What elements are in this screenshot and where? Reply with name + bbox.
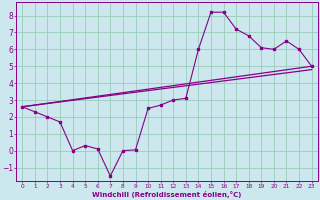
X-axis label: Windchill (Refroidissement éolien,°C): Windchill (Refroidissement éolien,°C) (92, 191, 242, 198)
